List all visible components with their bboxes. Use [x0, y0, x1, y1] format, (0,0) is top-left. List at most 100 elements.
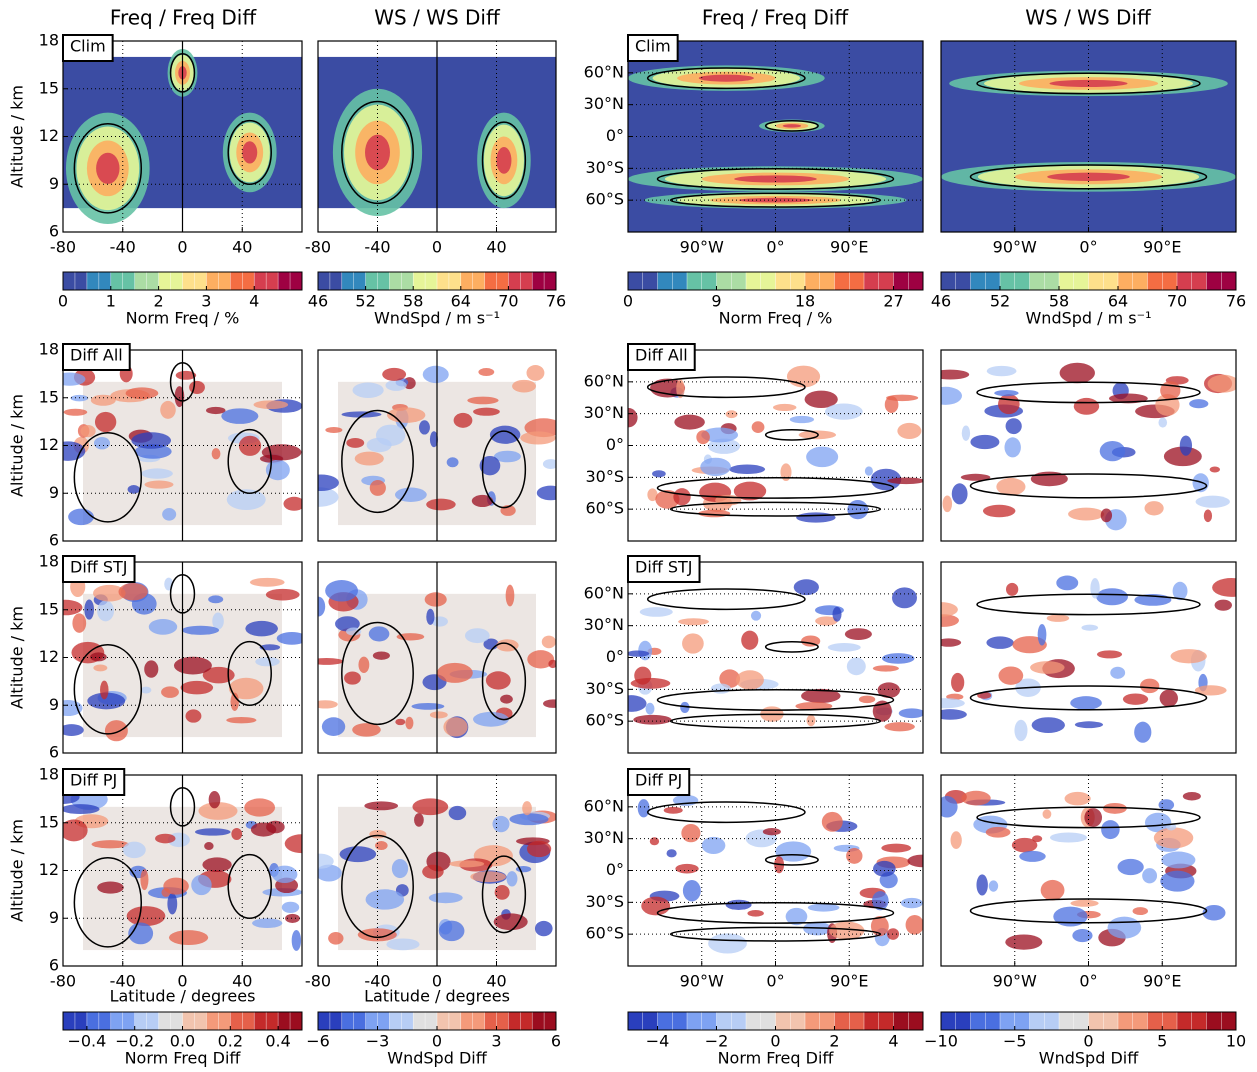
field-patch: [470, 871, 507, 883]
x-tick-label: 0°: [1079, 972, 1097, 991]
field-patch: [352, 723, 381, 737]
contour-line: [73, 123, 143, 214]
colorbar-segment: [110, 272, 124, 290]
colorbar-segment: [472, 272, 486, 290]
x-tick-label: -80: [305, 238, 331, 257]
field-patch: [864, 466, 873, 476]
y-tick-label: 12: [39, 647, 59, 666]
field-patch: [471, 494, 494, 508]
colorbar-segment: [628, 1012, 644, 1030]
field-patch: [639, 607, 673, 617]
colorbar-segment: [716, 1012, 732, 1030]
colorbar-tick-label: 0: [58, 292, 68, 311]
field-patch: [93, 436, 110, 450]
colorbar-segment: [1221, 272, 1237, 290]
field-patch: [221, 408, 259, 424]
field-patch: [1140, 678, 1160, 694]
field-patch: [1195, 495, 1230, 508]
field-patch: [941, 614, 959, 627]
field: [318, 798, 556, 951]
colorbar-label: Norm Freq Diff: [718, 1049, 835, 1068]
field-patch: [208, 595, 224, 604]
colorbar-tick-label: 64: [1108, 292, 1128, 311]
y-tick-label: 60°N: [584, 583, 624, 602]
field-patch: [680, 701, 690, 714]
field-patch: [318, 474, 339, 491]
field-patch: [633, 714, 672, 725]
field-patch: [181, 625, 220, 635]
colorbar-tick-label: 0: [770, 1032, 780, 1051]
field-patch: [785, 907, 808, 926]
field-patch: [492, 815, 510, 833]
colorbar-segment: [365, 272, 378, 290]
panel-frame: [627, 561, 924, 754]
colorbar-tick-label: 76: [546, 292, 566, 311]
colorbar-segment: [448, 1012, 462, 1030]
colorbar-segment: [389, 272, 402, 290]
field-patch: [1203, 509, 1213, 523]
y-tick-label: 60°N: [584, 371, 624, 390]
y-tick-label: 30°S: [585, 892, 624, 911]
field-patch: [996, 477, 1026, 496]
field-patch: [986, 365, 1017, 377]
colorbar-segment: [1044, 272, 1060, 290]
y-axis-label: Altitude / km: [8, 85, 27, 188]
colorbar-segment: [377, 272, 390, 290]
colorbar-tick-label: 0: [623, 292, 633, 311]
field-patch: [1159, 689, 1178, 707]
x-tick-label: 0°: [1079, 238, 1097, 257]
field-patch: [806, 714, 816, 727]
colorbar-tick-label: 4: [888, 1032, 898, 1051]
colorbar-tick-label: −6: [306, 1032, 330, 1051]
field-patch: [1172, 581, 1188, 601]
field-patch: [1031, 717, 1065, 733]
y-tick-label: 30°N: [584, 828, 624, 847]
field-patch: [97, 881, 124, 894]
y-tick-label: 9: [49, 174, 59, 193]
x-tick-label: 0: [432, 238, 442, 257]
x-tick-label: 90°E: [830, 972, 868, 991]
y-tick-label: 30°N: [584, 403, 624, 422]
colorbar-frame: [317, 271, 557, 291]
field-patch: [907, 854, 923, 868]
field-patch: [1074, 721, 1104, 729]
y-tick-label: 0°: [606, 860, 624, 879]
y-tick-label: 18: [39, 340, 59, 359]
colorbar-segment: [484, 272, 497, 290]
contour-line: [764, 641, 819, 653]
colorbar-segment: [1029, 1012, 1045, 1030]
field-patch: [261, 444, 302, 461]
field-patch: [526, 364, 545, 381]
colorbar-segment: [544, 272, 557, 290]
y-tick-label: 0°: [606, 647, 624, 666]
field-patch: [1068, 507, 1105, 521]
contour-line: [73, 644, 143, 735]
field-patch: [994, 390, 1019, 397]
y-tick-label: 9: [49, 908, 59, 927]
field-patch: [793, 579, 819, 596]
contour-fill: [1047, 172, 1130, 181]
colorbar-segment: [1029, 272, 1045, 290]
field-patch: [372, 651, 390, 660]
y-tick-label: 15: [39, 599, 59, 618]
colorbar-segment: [437, 272, 450, 290]
panel-frame: [62, 40, 303, 233]
field-patch: [870, 915, 889, 937]
field-patch: [846, 657, 866, 676]
contour-line: [646, 801, 806, 824]
x-tick-label: 90°E: [1143, 972, 1181, 991]
colorbar-segment: [941, 1012, 957, 1030]
field-patch: [173, 656, 212, 675]
field-patch: [479, 455, 501, 476]
colorbar-segment: [290, 1012, 303, 1030]
colorbar-segment: [1000, 1012, 1016, 1030]
field-patch: [970, 434, 1000, 450]
colorbar-tick-label: 0.0: [170, 1032, 195, 1051]
y-tick-label: 12: [39, 126, 59, 145]
x-tick-label: 90°E: [830, 238, 868, 257]
field-patch: [357, 928, 397, 942]
field-patch: [696, 430, 710, 445]
x-tick-label: -80: [50, 238, 76, 257]
field-patch: [1090, 577, 1100, 599]
field-patch: [395, 718, 406, 726]
